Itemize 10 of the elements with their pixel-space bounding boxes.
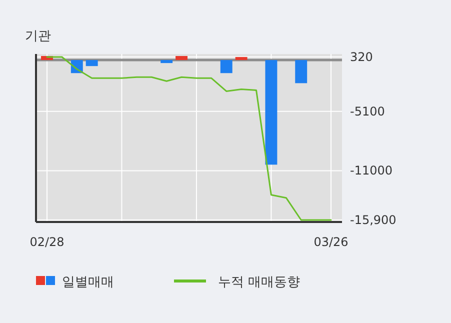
y-tick-label: -5100: [350, 104, 385, 118]
line-series: [46, 56, 332, 221]
y-tick-label: -11000: [350, 164, 393, 178]
y-tick-label: -15,900: [350, 212, 396, 227]
legend-label: 누적 매매동향: [218, 275, 300, 290]
x-tick-label: 02/28: [30, 235, 64, 249]
y-tick-label: 320: [350, 50, 373, 64]
chart-title: 기관: [25, 29, 51, 44]
legend-label: 일별매매: [62, 275, 114, 290]
x-tick-label: 03/26: [314, 235, 348, 249]
